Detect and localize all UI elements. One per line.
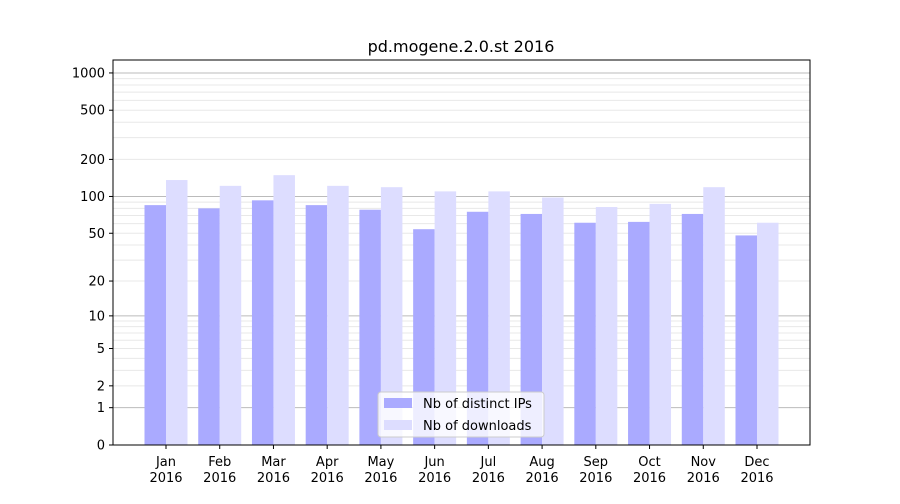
bar-distinct-ips [198,208,220,445]
x-tick-label: Mar 2016 [257,455,290,486]
bar-downloads [649,203,672,445]
x-tick-label: Jul 2016 [472,455,505,486]
legend-box [377,391,545,438]
y-tick-label: 10 [88,309,105,324]
bar-distinct-ips [735,235,757,445]
x-axis: Jan 2016 Feb 2016 Mar 2016 Apr 2016 May 2016 Jun 20… [149,445,774,486]
bar-downloads [757,222,779,445]
x-tick-label: Oct 2016 [633,455,666,486]
plot-frame [112,59,811,446]
x-tick-label: Feb 2016 [203,455,236,486]
y-tick-label: 100 [80,190,105,205]
legend: Nb of distinct IPs Nb of downloads [377,391,545,438]
x-tick-label: Sep 2016 [579,455,612,486]
legend-label-ips: Nb of distinct IPs [423,397,532,412]
x-tick-label: Jun 2016 [418,455,451,486]
bar-distinct-ips [628,221,650,445]
legend-label-downloads: Nb of downloads [423,419,532,434]
chart-title: pd.mogene.2.0.st 2016 [368,37,555,56]
y-tick-label: 1000 [72,66,105,81]
bar-downloads [595,207,618,445]
x-tick-label: Dec 2016 [740,455,773,486]
bar-downloads [542,197,564,445]
bar-distinct-ips [466,211,489,445]
bar-downloads [488,191,510,445]
legend-swatch-downloads [384,420,412,430]
bar-distinct-ips [520,213,543,445]
x-tick-label: Aug 2016 [526,455,559,486]
bar-downloads [166,180,188,446]
bar-distinct-ips [681,213,704,445]
x-tick-label: Apr 2016 [311,455,344,486]
y-tick-label: 200 [80,153,105,168]
x-tick-label: Jan 2016 [149,455,182,486]
bar-downloads [327,185,349,446]
bar-distinct-ips [305,205,328,445]
y-axis: 0 1 2 5 10 20 50 100 200 500 1000 [72,66,113,454]
y-tick-label: 500 [80,104,105,119]
bar-distinct-ips [144,205,166,445]
y-tick-label: 5 [97,342,105,357]
y-tick-label: 20 [88,275,105,290]
x-tick-label: May 2016 [364,455,397,486]
y-tick-label: 2 [97,379,105,394]
bar-distinct-ips [413,229,435,445]
bar-downloads [219,185,242,446]
y-tick-label: 50 [88,227,105,242]
x-tick-label: Nov 2016 [687,455,720,486]
bar-distinct-ips [359,209,381,445]
bar-downloads [380,187,403,445]
bar-downloads [434,191,457,445]
bar-distinct-ips [574,222,596,445]
bar-downloads [703,187,725,445]
y-tick-label: 0 [97,439,105,454]
y-tick-label: 1 [97,401,105,416]
bar-distinct-ips [251,200,274,445]
bar-downloads [273,175,295,446]
bars [144,175,779,446]
legend-swatch-ips [384,398,412,408]
